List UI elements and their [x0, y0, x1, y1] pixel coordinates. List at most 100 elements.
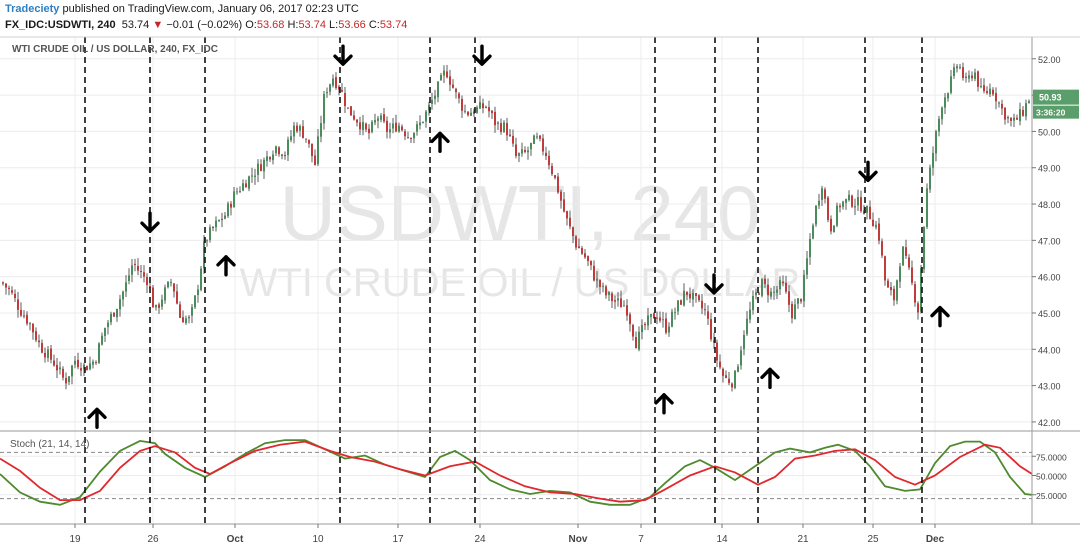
candle-up [266, 156, 268, 161]
candle-up [1025, 103, 1027, 117]
candle-down [353, 115, 355, 120]
candle-down [179, 304, 181, 318]
candle-up [479, 102, 481, 109]
candle-up [164, 287, 166, 301]
candle-up [989, 88, 991, 95]
candle-up [239, 190, 241, 192]
candle-down [764, 278, 766, 284]
candle-up [821, 188, 823, 200]
candle-up [950, 76, 952, 93]
candle-down [578, 246, 580, 249]
candle-up [377, 118, 379, 121]
candle-up [323, 94, 325, 124]
candle-up [104, 327, 106, 336]
price-tick-label: 44.00 [1038, 345, 1061, 355]
stoch-series-d [0, 440, 1033, 503]
arrow-up-icon [654, 393, 674, 415]
candle-down [20, 309, 22, 316]
candle-up [434, 95, 436, 99]
candle-up [107, 322, 109, 328]
candle-down [449, 76, 451, 85]
candle-up [155, 304, 157, 308]
candle-up [263, 159, 265, 172]
candle-up [419, 122, 421, 126]
arrow-down-icon [704, 273, 724, 295]
candle-down [689, 293, 691, 299]
candle-up [437, 81, 439, 98]
candle-up [794, 304, 796, 320]
candle-up [287, 139, 289, 156]
candle-down [344, 93, 346, 107]
candle-down [965, 76, 967, 78]
candle-down [800, 299, 802, 302]
symbol-label[interactable]: FX_IDC:USDWTI, 240 [5, 19, 116, 31]
candle-down [893, 288, 895, 301]
candle-down [839, 205, 841, 208]
candle-up [761, 279, 763, 296]
candle-up [671, 311, 673, 327]
candle-down [758, 293, 760, 295]
time-tick-label: 17 [392, 534, 404, 545]
candle-up [749, 309, 751, 320]
candle-up [956, 66, 958, 69]
candle-down [338, 86, 340, 90]
time-tick-label: 21 [797, 534, 809, 545]
candle-down [719, 361, 721, 368]
arrow-up-icon [216, 255, 236, 277]
candle-up [119, 299, 121, 310]
author-link[interactable]: Tradeciety [5, 3, 60, 15]
candle-up [773, 291, 775, 293]
candle-down [32, 323, 34, 333]
candle-up [743, 334, 745, 350]
candle-up [815, 205, 817, 225]
candle-down [176, 291, 178, 304]
candle-down [644, 324, 646, 326]
candle-down [494, 111, 496, 126]
candle-down [1001, 103, 1003, 109]
countdown-tag-label: 3:36:20 [1036, 108, 1066, 118]
candle-down [824, 189, 826, 199]
candle-down [260, 164, 262, 171]
candle-down [701, 300, 703, 309]
candle-down [581, 248, 583, 254]
candle-down [551, 165, 553, 175]
candle-up [533, 135, 535, 144]
candle-down [368, 128, 370, 134]
candle-up [734, 370, 736, 388]
candle-up [272, 154, 274, 161]
candle-down [887, 280, 889, 288]
candle-up [332, 78, 334, 86]
candle-down [23, 315, 25, 317]
candle-down [614, 300, 616, 302]
candle-up [959, 66, 961, 68]
low-label: L: [329, 19, 339, 31]
candle-up [623, 305, 625, 307]
chart-header: Tradeciety published on TradingView.com,… [0, 0, 1080, 36]
candle-down [710, 319, 712, 340]
candle-up [440, 74, 442, 81]
candle-down [686, 291, 688, 295]
candle-up [299, 126, 301, 131]
low-value: 53.66 [338, 19, 366, 31]
candle-down [560, 191, 562, 201]
candle-up [755, 292, 757, 296]
candle-down [626, 305, 628, 316]
candle-down [1022, 109, 1024, 116]
candle-up [926, 188, 928, 228]
candle-down [971, 75, 973, 79]
candle-up [59, 367, 61, 370]
candle-down [245, 183, 247, 188]
candle-down [524, 149, 526, 153]
candle-down [563, 199, 565, 212]
arrow-up-icon [930, 305, 950, 328]
candle-down [566, 211, 568, 219]
publish-info: published on TradingView.com, January 06… [62, 3, 359, 15]
candle-up [380, 115, 382, 120]
candle-down [17, 299, 19, 310]
candle-up [209, 227, 211, 240]
candle-down [872, 219, 874, 227]
candle-up [938, 118, 940, 132]
candle-up [803, 274, 805, 302]
price-tick-label: 47.00 [1038, 236, 1061, 246]
